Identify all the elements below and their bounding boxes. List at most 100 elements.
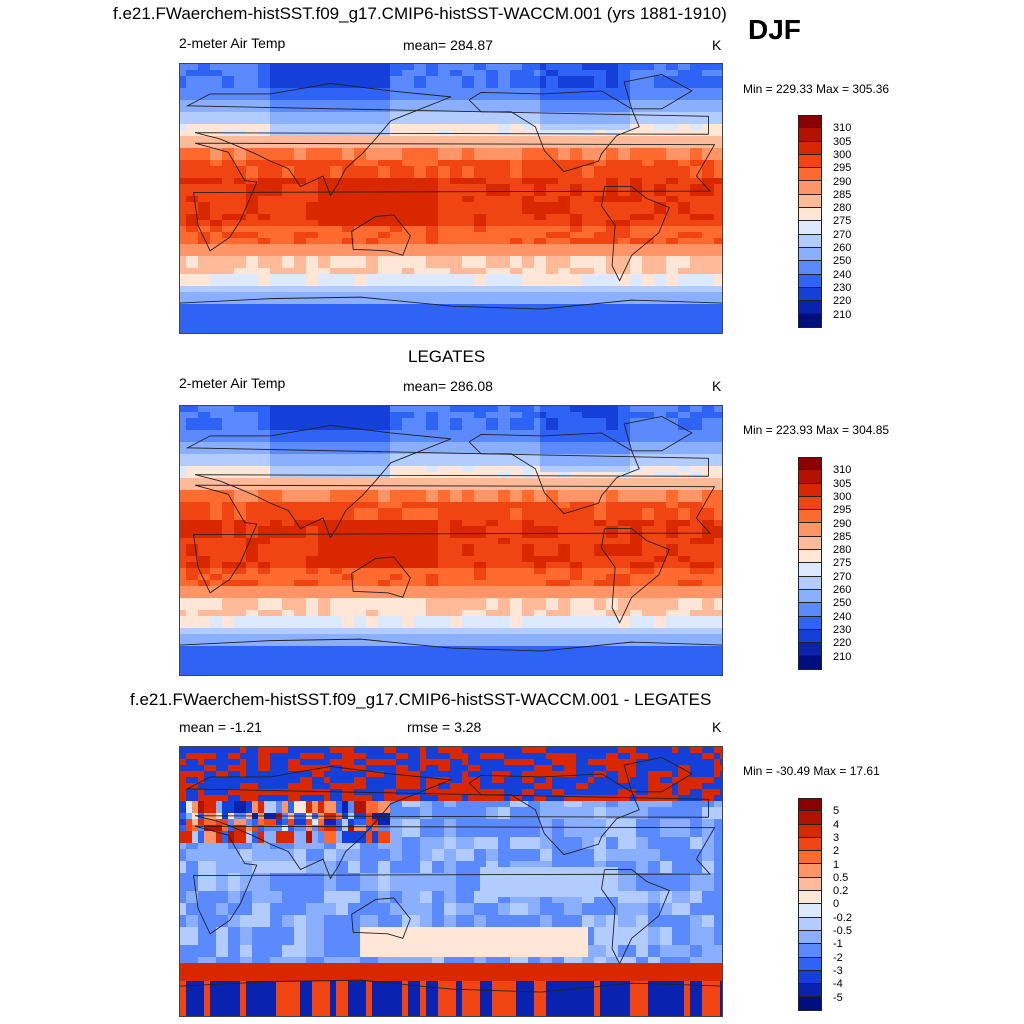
field-cell xyxy=(714,328,721,333)
field-cell xyxy=(246,448,253,455)
field-cell xyxy=(306,226,313,233)
field-cell xyxy=(690,298,697,305)
field-cell xyxy=(696,220,703,227)
field-cell xyxy=(186,202,193,209)
field-cell xyxy=(306,418,313,425)
field-cell xyxy=(684,238,691,245)
field-cell xyxy=(432,304,439,311)
field-cell xyxy=(444,424,451,431)
field-cell xyxy=(300,418,307,425)
field-cell xyxy=(702,64,709,71)
field-cell xyxy=(570,418,577,425)
field-cell xyxy=(306,424,313,431)
field-cell xyxy=(294,406,301,413)
field-cell xyxy=(516,310,523,317)
field-cell xyxy=(330,112,337,119)
field-cell xyxy=(546,154,553,161)
field-cell xyxy=(510,142,517,149)
field-cell xyxy=(294,118,301,125)
field-cell xyxy=(270,220,277,227)
field-cell xyxy=(258,160,265,167)
field-cell xyxy=(708,274,715,281)
field-cell xyxy=(186,268,193,275)
colorbar-swatch xyxy=(798,287,822,302)
field-cell xyxy=(216,94,223,101)
field-cell xyxy=(420,406,427,413)
field-cell xyxy=(366,160,373,167)
field-cell xyxy=(564,454,571,461)
field-cell xyxy=(564,304,571,311)
field-cell xyxy=(426,124,433,131)
field-cell xyxy=(312,166,319,173)
field-cell xyxy=(720,100,722,107)
field-cell xyxy=(270,436,277,443)
field-cell xyxy=(372,184,379,191)
field-cell xyxy=(258,226,265,233)
field-cell xyxy=(228,448,235,455)
field-cell xyxy=(474,196,481,203)
field-cell xyxy=(516,76,523,83)
field-cell xyxy=(510,316,517,323)
field-cell xyxy=(558,100,565,107)
field-cell xyxy=(504,142,511,149)
field-cell xyxy=(600,130,607,137)
field-cell xyxy=(486,106,493,113)
field-cell xyxy=(396,328,403,333)
field-cell xyxy=(282,286,289,293)
field-cell xyxy=(264,76,271,83)
field-cell xyxy=(414,244,421,251)
field-cell xyxy=(186,310,193,317)
field-cell xyxy=(456,118,463,125)
field-cell xyxy=(618,184,625,191)
field-cell xyxy=(258,124,265,131)
field-cell xyxy=(690,166,697,173)
field-cell xyxy=(624,160,631,167)
field-cell xyxy=(366,214,373,221)
field-cell xyxy=(180,412,187,419)
field-cell xyxy=(522,112,529,119)
field-cell xyxy=(288,430,295,437)
field-cell xyxy=(558,322,565,329)
field-cell xyxy=(384,70,391,77)
field-cell xyxy=(516,322,523,329)
field-cell xyxy=(702,208,709,215)
field-cell xyxy=(462,304,469,311)
field-cell xyxy=(210,184,217,191)
field-cell xyxy=(414,256,421,263)
field-cell xyxy=(708,190,715,197)
field-cell xyxy=(714,442,721,449)
field-cell xyxy=(606,166,613,173)
field-cell xyxy=(312,238,319,245)
field-cell xyxy=(606,418,613,425)
field-cell xyxy=(612,136,619,143)
field-cell xyxy=(462,406,469,413)
field-cell xyxy=(192,412,199,419)
field-cell xyxy=(354,406,361,413)
field-cell xyxy=(690,310,697,317)
field-cell xyxy=(426,424,433,431)
field-cell xyxy=(714,118,721,125)
field-cell xyxy=(528,286,535,293)
field-cell xyxy=(528,88,535,95)
field-cell xyxy=(276,412,283,419)
field-cell xyxy=(522,196,529,203)
field-cell xyxy=(618,70,625,77)
field-cell xyxy=(660,142,667,149)
field-cell xyxy=(198,448,205,455)
field-cell xyxy=(648,136,655,143)
field-cell xyxy=(300,316,307,323)
field-cell xyxy=(708,454,715,461)
field-cell xyxy=(516,142,523,149)
field-cell xyxy=(654,328,661,333)
field-cell xyxy=(300,190,307,197)
field-cell xyxy=(474,424,481,431)
field-cell xyxy=(348,94,355,101)
field-cell xyxy=(522,124,529,131)
field-cell xyxy=(558,70,565,77)
field-cell xyxy=(624,106,631,113)
field-cell xyxy=(438,280,445,287)
field-cell xyxy=(534,112,541,119)
field-cell xyxy=(432,160,439,167)
field-cell xyxy=(600,304,607,311)
field-cell xyxy=(294,160,301,167)
